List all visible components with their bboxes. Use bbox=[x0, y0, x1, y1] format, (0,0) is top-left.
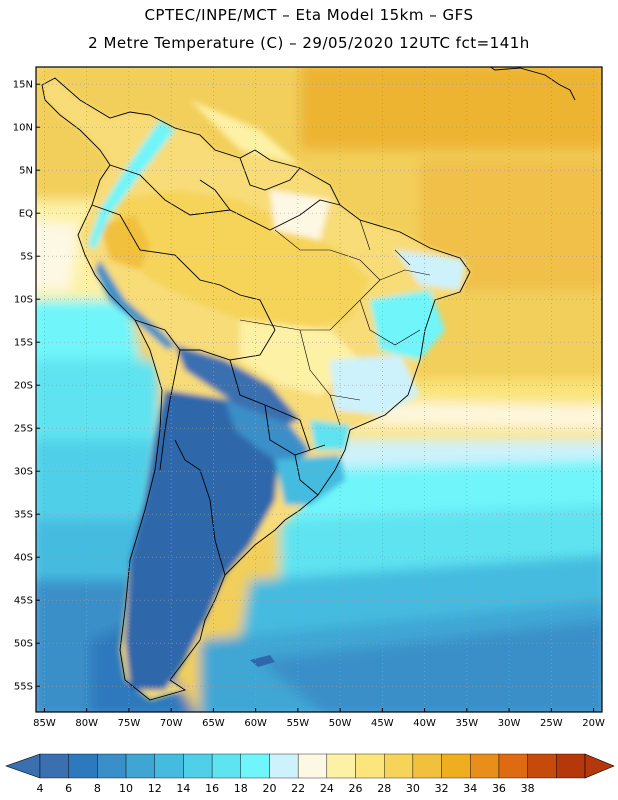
latitude-label: EQ bbox=[19, 209, 33, 220]
longitude-label: 45W bbox=[371, 718, 394, 729]
temperature-field bbox=[36, 67, 602, 712]
latitude-label: 5S bbox=[20, 252, 33, 263]
latitude-label: 25S bbox=[14, 424, 33, 435]
colorbar-label: 32 bbox=[435, 782, 449, 795]
latitude-label: 55S bbox=[14, 682, 33, 693]
colorbar-swatch bbox=[527, 753, 557, 779]
colorbar-swatch bbox=[154, 753, 184, 779]
map-title: CPTEC/INPE/MCT – Eta Model 15km – GFS bbox=[144, 6, 474, 24]
latitude-label: 50S bbox=[14, 639, 33, 650]
colorbar-swatch bbox=[211, 753, 241, 779]
longitude-label: 55W bbox=[287, 718, 310, 729]
latitude-label: 45S bbox=[14, 596, 33, 607]
colorbar-swatch bbox=[39, 753, 69, 779]
colorbar-label: 20 bbox=[262, 782, 276, 795]
longitude-label: 75W bbox=[118, 718, 141, 729]
colorbar-over-arrow bbox=[584, 753, 615, 779]
latitude-labels: 15N 10N 5N EQ 5S 10S 15S 20S 25S 30S 35S 40S 45S 50S 5… bbox=[13, 80, 40, 693]
colorbar-label: 22 bbox=[291, 782, 305, 795]
colorbar-label: 6 bbox=[65, 782, 72, 795]
longitude-label: 65W bbox=[202, 718, 225, 729]
falkland-islands bbox=[250, 655, 275, 667]
longitude-label: 20W bbox=[582, 718, 605, 729]
longitude-labels: 85W 80W 75W 70W 65W 60W 55W 50W 45W 40W 35W 30W 25W 2… bbox=[33, 708, 605, 729]
longitude-label: 85W bbox=[33, 718, 56, 729]
colorbar-swatch bbox=[384, 753, 414, 779]
latitude-label: 20S bbox=[14, 381, 33, 392]
colorbar-swatch bbox=[556, 753, 586, 779]
ocean-field bbox=[36, 67, 602, 712]
colorbar-label: 36 bbox=[492, 782, 506, 795]
colorbar-swatch bbox=[183, 753, 213, 779]
latitude-label: 15N bbox=[13, 80, 33, 91]
latitude-label: 15S bbox=[14, 338, 33, 349]
colorbar-label: 30 bbox=[406, 782, 420, 795]
latitude-label: 10S bbox=[14, 295, 33, 306]
colorbar-swatch bbox=[297, 753, 328, 779]
latitude-label: 30S bbox=[14, 467, 33, 478]
colorbar-swatch bbox=[412, 753, 442, 779]
colorbar-swatch bbox=[441, 753, 471, 779]
colorbar-label: 14 bbox=[176, 782, 190, 795]
colorbar-swatch bbox=[68, 753, 98, 779]
colorbar-under-arrow bbox=[5, 753, 41, 779]
colorbar-swatch bbox=[355, 753, 385, 779]
latitude-label: 10N bbox=[13, 123, 33, 134]
colorbar-label: 24 bbox=[320, 782, 334, 795]
colorbar-swatch bbox=[97, 753, 127, 779]
colorbar-label: 26 bbox=[349, 782, 363, 795]
colorbar-label: 12 bbox=[148, 782, 162, 795]
latitude-label: 35S bbox=[14, 510, 33, 521]
colorbar-swatch bbox=[498, 753, 528, 779]
latitude-label: 40S bbox=[14, 553, 33, 564]
colorbar-label: 38 bbox=[521, 782, 535, 795]
longitude-label: 35W bbox=[456, 718, 479, 729]
map-subtitle: 2 Metre Temperature (C) – 29/05/2020 12U… bbox=[88, 34, 530, 52]
colorbar-label: 4 bbox=[37, 782, 44, 795]
colorbar-swatch bbox=[125, 753, 155, 779]
colorbar-swatch bbox=[269, 753, 299, 779]
colorbar-swatch bbox=[326, 753, 356, 779]
colorbar-label: 28 bbox=[377, 782, 391, 795]
colorbar-swatch bbox=[240, 753, 270, 779]
longitude-label: 70W bbox=[160, 718, 183, 729]
colorbar-label: 8 bbox=[94, 782, 101, 795]
colorbar-label: 10 bbox=[119, 782, 133, 795]
colorbar-label: 34 bbox=[463, 782, 477, 795]
colorbar-label: 16 bbox=[205, 782, 219, 795]
latitude-label: 5N bbox=[19, 166, 33, 177]
colorbar-label: 18 bbox=[234, 782, 248, 795]
longitude-label: 40W bbox=[413, 718, 436, 729]
longitude-label: 80W bbox=[75, 718, 98, 729]
longitude-label: 50W bbox=[329, 718, 352, 729]
longitude-label: 30W bbox=[498, 718, 521, 729]
coastline-borders bbox=[41, 67, 576, 701]
colorbar: 4 6 8 10 12 14 16 18 20 22 24 26 28 30 32 34 36 38 bbox=[5, 753, 615, 795]
map-frame bbox=[35, 66, 603, 713]
longitude-label: 60W bbox=[244, 718, 267, 729]
colorbar-swatch bbox=[470, 753, 500, 779]
longitude-label: 25W bbox=[540, 718, 563, 729]
